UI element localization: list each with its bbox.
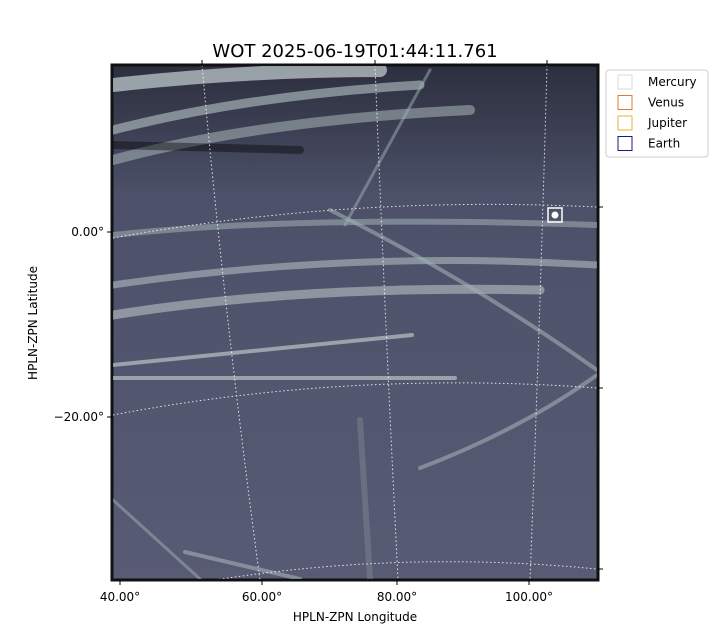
tick-marks	[107, 60, 603, 585]
x-tick-label: 80.00°	[377, 590, 417, 604]
legend-swatch	[617, 136, 633, 151]
image-panel	[110, 63, 600, 582]
y-tick-label: 0.00°	[71, 225, 104, 239]
legend-items: Mercury Venus Jupiter Earth	[617, 74, 697, 151]
image-streaks	[113, 66, 597, 579]
legend-label: Mercury	[648, 75, 697, 89]
legend	[605, 69, 709, 158]
y-axis-label: HPLN-ZPN Latitude	[26, 266, 40, 380]
x-axis-label: HPLN-ZPN Longitude	[293, 610, 417, 624]
x-tick-label: 60.00°	[242, 590, 282, 604]
coordinate-grid	[113, 66, 597, 579]
legend-label: Jupiter	[647, 116, 687, 130]
y-tick-label: −20.00°	[54, 410, 104, 424]
chart-title: WOT 2025-06-19T01:44:11.761	[212, 41, 497, 62]
legend-label: Venus	[648, 96, 684, 110]
planet-marker	[547, 207, 563, 223]
legend-label: Earth	[648, 137, 680, 151]
planet-dot	[551, 211, 559, 219]
x-tick-label: 40.00°	[100, 590, 140, 604]
legend-swatch	[617, 115, 633, 131]
legend-swatch	[617, 95, 633, 110]
legend-swatch	[617, 74, 633, 90]
x-tick-label: 100.00°	[505, 590, 553, 604]
